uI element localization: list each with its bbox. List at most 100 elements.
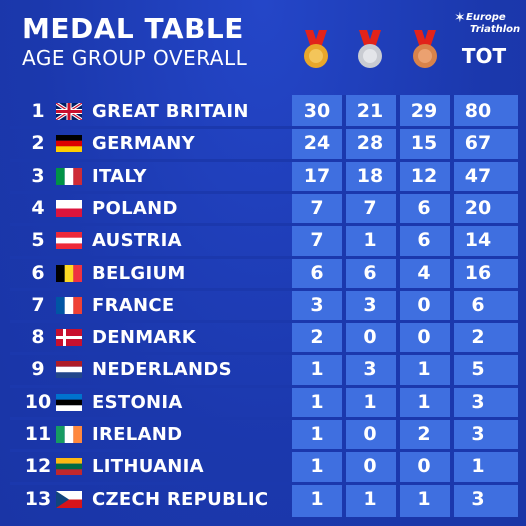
table-row: 9 NEDERLANDS 1 3 1 5 <box>10 355 518 384</box>
de-flag-icon <box>56 135 82 153</box>
row-separator <box>10 223 518 227</box>
total-count: 1 <box>471 455 485 478</box>
total-count: 6 <box>471 293 485 316</box>
total-count: 3 <box>471 487 485 510</box>
cz-flag-icon <box>56 490 82 508</box>
silver-count: 18 <box>356 164 384 187</box>
rank-number: 4 <box>31 196 45 219</box>
silver-count: 28 <box>356 132 384 155</box>
gold-count: 30 <box>303 100 331 122</box>
column-divider <box>342 95 346 517</box>
gold-count: 6 <box>310 261 324 284</box>
country-name: AUSTRIA <box>92 230 182 252</box>
rank-number: 5 <box>31 229 45 252</box>
country-name: GREAT BRITAIN <box>92 101 249 122</box>
be-flag-icon <box>56 264 82 282</box>
bronze-count: 6 <box>417 196 431 219</box>
silver-count: 6 <box>363 261 377 284</box>
bronze-count: 2 <box>417 423 431 445</box>
country-name: CZECH REPUBLIC <box>92 488 269 510</box>
table-row: 2 GERMANY 24 28 15 67 <box>10 129 518 158</box>
medal-columns-background <box>292 95 518 517</box>
europe-triathlon-logo: ✶ Europe Triathlon <box>454 10 521 40</box>
page-title: MEDAL TABLE <box>22 12 244 45</box>
rank-number: 12 <box>24 455 52 478</box>
gold-count: 7 <box>310 196 324 219</box>
nl-flag-icon <box>56 361 82 379</box>
lt-flag-icon <box>56 458 82 476</box>
table-row: 1 GREAT BRITAIN 30 21 29 80 <box>10 97 518 126</box>
rank-number: 9 <box>31 358 45 381</box>
gold-count: 1 <box>310 390 324 413</box>
total-count: 67 <box>464 132 492 155</box>
gold-count: 1 <box>310 358 324 381</box>
gold-count: 3 <box>310 293 324 316</box>
gold-count: 24 <box>303 132 331 155</box>
total-count: 80 <box>464 100 492 122</box>
country-name: ITALY <box>92 165 147 187</box>
silver-count: 0 <box>363 423 377 445</box>
silver-count: 21 <box>356 100 384 122</box>
country-name: IRELAND <box>92 424 183 445</box>
row-separator <box>10 481 518 485</box>
row-separator <box>10 320 518 324</box>
country-name: LITHUANIA <box>92 456 204 478</box>
column-divider <box>450 95 454 517</box>
logo-line-2: Triathlon <box>470 24 521 35</box>
rank-number: 11 <box>24 423 52 445</box>
silver-count: 1 <box>363 487 377 510</box>
country-name: BELGIUM <box>92 262 186 284</box>
gold-count: 17 <box>303 164 331 187</box>
row-separator <box>10 449 518 453</box>
rank-number: 2 <box>31 132 45 155</box>
country-name: GERMANY <box>92 133 195 155</box>
total-count: 5 <box>471 358 485 381</box>
silver-count: 0 <box>363 326 377 349</box>
rank-number: 6 <box>31 261 45 284</box>
star-icon: ✶ <box>454 10 466 26</box>
row-separator <box>10 255 518 259</box>
silver-count: 1 <box>363 229 377 252</box>
silver-count: 0 <box>363 455 377 478</box>
bronze-count: 29 <box>410 100 438 122</box>
rank-number: 10 <box>24 390 52 413</box>
gold-count: 7 <box>310 229 324 252</box>
table-row: 13 CZECH REPUBLIC 1 1 1 3 <box>10 485 518 514</box>
country-name: DENMARK <box>92 327 197 349</box>
gold-medal-icon <box>299 30 333 70</box>
column-divider <box>396 95 400 517</box>
bronze-count: 1 <box>417 390 431 413</box>
bronze-count: 0 <box>417 326 431 349</box>
bronze-count: 1 <box>417 358 431 381</box>
total-count: 20 <box>464 196 492 219</box>
table-row: 8 DENMARK 2 0 0 2 <box>10 323 518 352</box>
silver-count: 1 <box>363 390 377 413</box>
total-count: 2 <box>471 326 485 349</box>
total-count: 47 <box>464 164 492 187</box>
row-separator <box>10 190 518 194</box>
fr-flag-icon <box>56 296 82 314</box>
bronze-count: 0 <box>417 455 431 478</box>
ee-flag-icon <box>56 393 82 411</box>
dk-flag-icon <box>56 329 82 347</box>
table-row: 11 IRELAND 1 0 2 3 <box>10 420 518 449</box>
silver-count: 7 <box>363 196 377 219</box>
silver-medal-icon <box>353 30 387 70</box>
row-separator <box>10 352 518 356</box>
gold-count: 1 <box>310 455 324 478</box>
ie-flag-icon <box>56 426 82 443</box>
total-count: 14 <box>464 229 492 252</box>
row-separator <box>10 287 518 291</box>
table-row: 5 AUSTRIA 7 1 6 14 <box>10 226 518 255</box>
bronze-count: 0 <box>417 293 431 316</box>
bronze-count: 1 <box>417 487 431 510</box>
table-row: 6 BELGIUM 6 6 4 16 <box>10 259 518 288</box>
country-name: ESTONIA <box>92 391 183 413</box>
total-column-header: TOT <box>461 44 507 68</box>
gold-count: 1 <box>310 423 324 445</box>
table-row: 10 ESTONIA 1 1 1 3 <box>10 388 518 417</box>
table-row: 12 LITHUANIA 1 0 0 1 <box>10 452 518 481</box>
logo-line-1: Europe <box>466 12 506 23</box>
silver-count: 3 <box>363 293 377 316</box>
gb-flag-icon <box>56 103 82 120</box>
